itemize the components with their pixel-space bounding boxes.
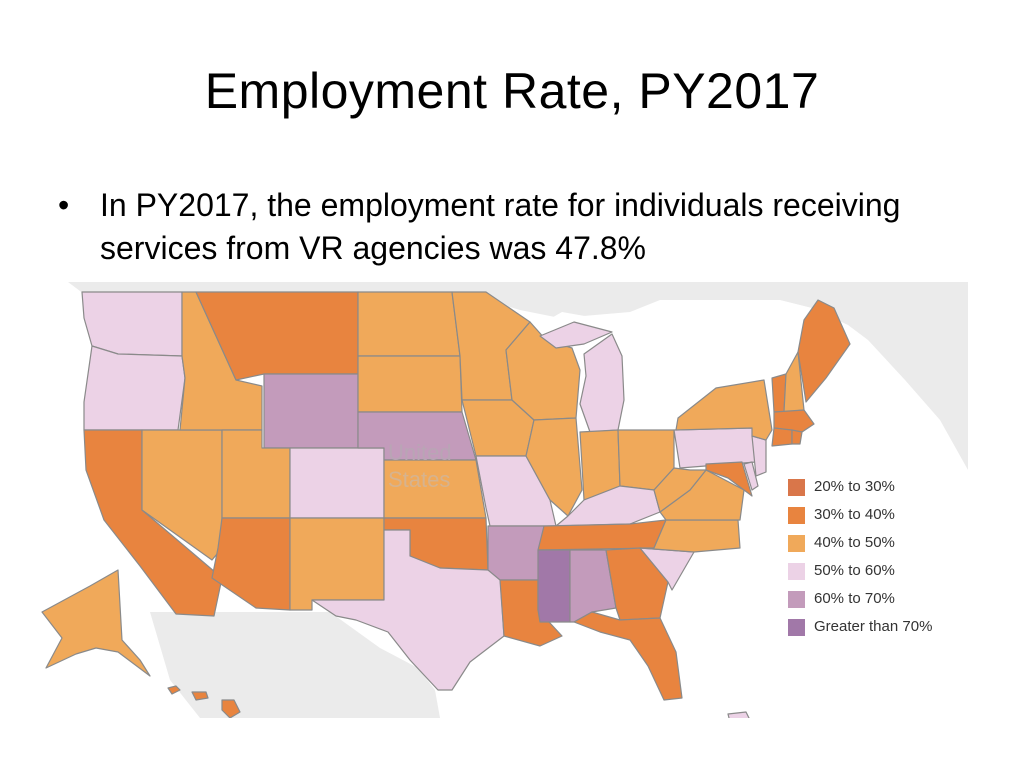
state-SD [357,355,463,413]
slide-title: Employment Rate, PY2017 [204,63,820,119]
legend-item-60-70: 60% to 70% [788,588,968,616]
state-NY [675,379,773,441]
legend-swatch [788,563,805,580]
state-PA [673,427,757,469]
country-label-line1: United [388,440,452,465]
legend-label: 20% to 30% [814,478,895,495]
state-HI-west [167,685,181,695]
canada-land [68,282,968,470]
state-CO [289,447,385,519]
state-ME [797,299,851,403]
legend-swatch [788,507,805,524]
state-FL [573,611,683,701]
state-HI [221,699,241,718]
legend-item-30-40: 30% to 40% [788,504,968,532]
state-AK [41,569,151,677]
state-TX [311,529,505,691]
state-CT [771,427,793,447]
legend-label: 40% to 50% [814,534,895,551]
legend-swatch [788,591,805,608]
legend-label: Greater than 70% [814,618,933,635]
mexico-land [150,612,440,718]
legend-swatch [788,619,805,636]
legend-label: 30% to 40% [814,506,895,523]
legend-swatch [788,479,805,496]
state-WY [263,373,359,449]
legend-label: 60% to 70% [814,590,895,607]
state-DE [743,461,759,491]
choropleth-map: United States [38,282,968,718]
legend-item-50-60: 50% to 60% [788,560,968,588]
state-AR [487,525,545,581]
state-WA [81,291,183,357]
legend-item-20-30: 20% to 30% [788,476,968,504]
bullet-dot-icon: • [58,187,70,223]
state-MD [705,461,753,497]
us-map-svg: United States [38,282,968,718]
state-NM [289,517,385,611]
legend-item-70-plus: Greater than 70% [788,616,968,644]
state-RI [791,429,803,445]
bullet-text: In PY2017, the employment rate for indiv… [100,187,901,266]
state-MS [537,549,571,623]
state-OR [83,345,186,431]
state-MA [773,409,815,433]
state-MI-UP [539,321,613,349]
state-HI-mid [191,691,209,701]
legend-label: 50% to 60% [814,562,895,579]
country-label-line2: States [388,467,450,492]
legend-swatch [788,535,805,552]
state-PR [727,711,750,718]
state-ND [357,291,461,357]
legend-item-40-50: 40% to 50% [788,532,968,560]
map-legend: 20% to 30% 30% to 40% 40% to 50% 50% to … [788,476,968,644]
